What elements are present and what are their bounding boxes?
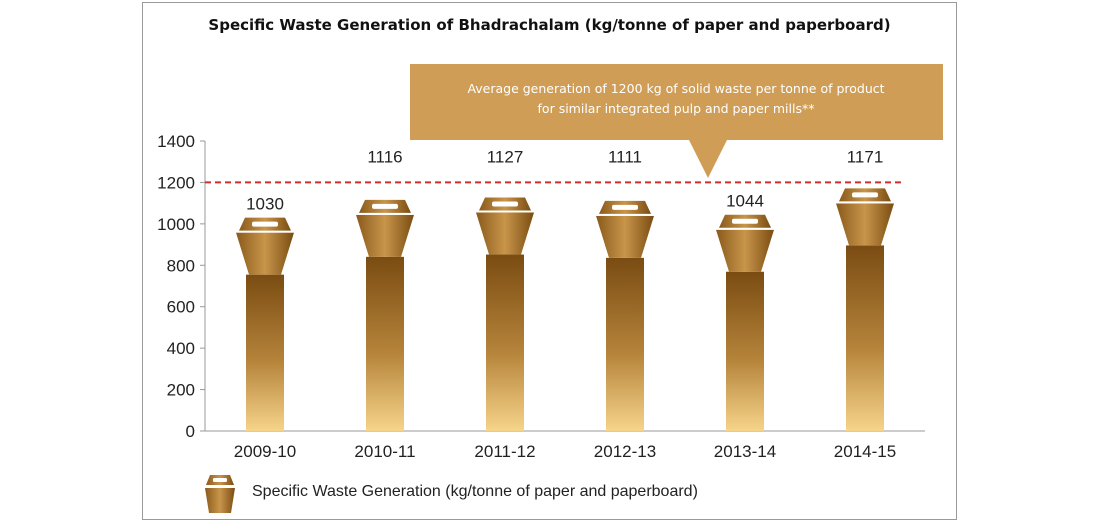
annotation-text: for similar integrated pulp and paper mi… <box>538 101 815 116</box>
bar-bin-cone <box>356 214 414 257</box>
bar-body <box>846 245 884 431</box>
bar-bin-cone <box>476 212 534 255</box>
annotation-callout: Average generation of 1200 kg of solid w… <box>410 64 943 178</box>
x-tick-label: 2012-13 <box>594 442 656 461</box>
y-tick-label: 0 <box>186 422 195 441</box>
y-tick-label: 800 <box>167 256 195 275</box>
y-tick-label: 1200 <box>157 173 195 192</box>
bar <box>836 188 894 431</box>
bar <box>596 200 654 431</box>
y-tick-label: 1400 <box>157 132 195 151</box>
y-tick-label: 1000 <box>157 215 195 234</box>
bar-bin-handle <box>372 203 398 209</box>
bar <box>236 217 294 431</box>
bar-bin-cone <box>596 215 654 258</box>
bar-body <box>726 271 764 431</box>
bar <box>476 197 534 431</box>
x-axis: 2009-10 2010-11 2011-12 2012-13 2013-14 2014-… <box>205 430 925 461</box>
data-label: 1171 <box>847 147 884 166</box>
data-label: 1111 <box>608 147 642 166</box>
annotation-box <box>410 64 943 178</box>
bar-bin-handle <box>732 218 758 224</box>
bar-bin-handle <box>492 201 518 207</box>
bar-bin-handle <box>612 204 638 210</box>
y-tick-label: 400 <box>167 339 195 358</box>
legend <box>205 475 235 513</box>
x-tick-label: 2011-12 <box>474 442 535 461</box>
x-tick-label: 2013-14 <box>714 442 776 461</box>
x-tick-label: 2009-10 <box>234 442 296 461</box>
x-tick-label: 2014-15 <box>834 442 896 461</box>
bar-bin-handle <box>852 192 878 198</box>
bar <box>716 214 774 431</box>
y-tick-label: 600 <box>167 298 195 317</box>
chart-title: Specific Waste Generation of Bhadrachala… <box>208 16 891 34</box>
data-label: 1030 <box>246 195 284 214</box>
data-label: 1127 <box>487 147 524 166</box>
bar-body <box>606 257 644 431</box>
bar-body <box>366 256 404 431</box>
bar-body <box>486 254 524 431</box>
bar-bin-cone <box>236 232 294 275</box>
bar <box>356 199 414 431</box>
bar-bin-cone <box>716 229 774 272</box>
bar-body <box>246 274 284 431</box>
bar-bin-handle <box>252 221 278 227</box>
x-tick-label: 2010-11 <box>354 442 415 461</box>
bar-bin-cone <box>836 203 894 246</box>
y-tick-label: 200 <box>167 381 195 400</box>
legend-marker-icon <box>205 475 235 513</box>
legend-marker-body <box>205 488 235 513</box>
data-label: 1044 <box>726 192 764 211</box>
legend-marker-handle <box>213 478 227 482</box>
annotation-text: Average generation of 1200 kg of solid w… <box>467 81 884 96</box>
y-axis: 0 200 400 600 800 1000 1200 1400 <box>157 132 206 441</box>
bars: 1030 1116 1127 1111 1044 1171 <box>236 147 894 431</box>
legend-label: Specific Waste Generation (kg/tonne of p… <box>252 483 698 500</box>
data-label: 1116 <box>367 147 402 166</box>
